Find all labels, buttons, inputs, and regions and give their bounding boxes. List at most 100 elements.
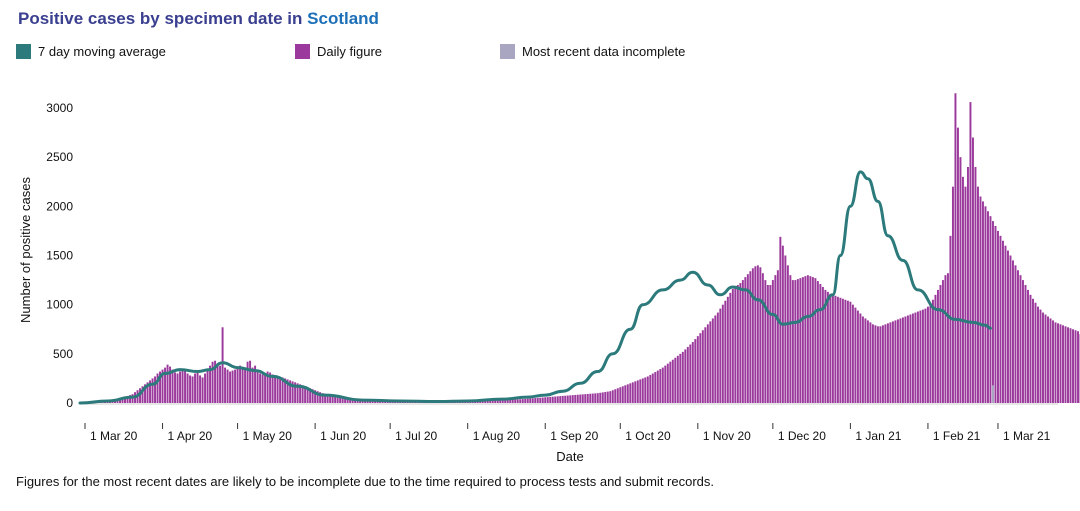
daily-bar <box>159 371 162 403</box>
daily-bar <box>261 374 264 403</box>
daily-bar <box>786 265 789 403</box>
daily-bar <box>546 397 549 403</box>
daily-bar <box>601 392 604 403</box>
daily-bar <box>1014 265 1017 403</box>
daily-bar <box>496 400 499 403</box>
daily-bar <box>814 278 817 403</box>
moving-average-line <box>78 170 992 405</box>
daily-bar <box>794 280 797 403</box>
daily-bar <box>339 396 342 403</box>
legend-item-daily-figure[interactable]: Daily figure <box>295 44 382 59</box>
daily-bar <box>221 327 224 403</box>
x-tick-label: 1 Sep 20 <box>550 429 598 443</box>
daily-bar <box>631 382 634 403</box>
daily-bar <box>651 373 654 403</box>
daily-bar <box>679 353 682 403</box>
daily-bar <box>639 379 642 403</box>
daily-bar <box>576 394 579 403</box>
daily-bar <box>821 286 824 403</box>
daily-bar <box>689 344 692 403</box>
daily-bar <box>491 400 494 403</box>
daily-bar <box>899 318 902 403</box>
daily-bar <box>776 270 779 403</box>
daily-bar <box>979 196 982 403</box>
daily-bar <box>694 339 697 403</box>
daily-bar <box>144 384 147 403</box>
legend-item-incomplete[interactable]: Most recent data incomplete <box>500 44 685 59</box>
daily-figure-swatch <box>295 44 310 59</box>
daily-bar <box>759 267 762 403</box>
daily-bar <box>629 383 632 403</box>
daily-bar <box>344 397 347 403</box>
daily-bar <box>874 325 877 403</box>
daily-bar <box>924 308 927 403</box>
daily-bar <box>241 367 244 403</box>
daily-bar <box>206 369 209 403</box>
daily-bar <box>561 395 564 403</box>
daily-bar <box>849 301 852 403</box>
daily-bar <box>774 275 777 403</box>
daily-bar <box>1064 326 1067 403</box>
daily-bar <box>769 285 772 403</box>
daily-bar <box>906 315 909 403</box>
x-tick-label: 1 Jul 20 <box>395 429 437 443</box>
daily-bar <box>169 366 172 403</box>
daily-bar <box>296 383 299 403</box>
legend-item-moving-average[interactable]: 7 day moving average <box>16 44 166 59</box>
daily-bar <box>239 365 242 403</box>
title-region-link[interactable]: Scotland <box>307 9 379 28</box>
daily-bar <box>566 395 569 403</box>
daily-bar <box>799 278 802 403</box>
daily-bar <box>316 391 319 403</box>
daily-bar <box>999 235 1002 403</box>
daily-bar <box>644 377 647 403</box>
daily-bar <box>636 380 639 403</box>
daily-bar <box>926 306 929 403</box>
daily-bar <box>1067 327 1069 403</box>
daily-bar <box>174 372 177 403</box>
daily-bar <box>1052 320 1054 403</box>
daily-bar <box>516 399 519 403</box>
daily-bar <box>211 361 214 403</box>
daily-bar <box>281 377 284 403</box>
daily-bar <box>226 369 229 403</box>
daily-bar <box>549 396 552 403</box>
daily-bar <box>659 369 662 403</box>
daily-bar <box>696 336 699 403</box>
daily-bar <box>231 370 234 403</box>
daily-bar <box>581 394 584 403</box>
daily-bar <box>1054 322 1057 403</box>
chart-legend: 7 day moving average Daily figure Most r… <box>0 44 1080 64</box>
y-axis-label: Number of positive cases <box>18 177 33 323</box>
daily-bar <box>944 275 947 403</box>
daily-bar <box>904 316 907 403</box>
daily-bar <box>809 276 812 403</box>
daily-bar <box>701 330 704 403</box>
daily-bar <box>956 127 959 403</box>
daily-bar <box>959 157 962 403</box>
daily-bar <box>251 367 254 403</box>
daily-bar <box>836 296 839 403</box>
daily-bar <box>514 399 517 403</box>
daily-bar <box>121 397 124 403</box>
daily-bar <box>574 394 577 403</box>
daily-bar <box>986 211 989 403</box>
daily-bar <box>686 346 689 403</box>
daily-bar <box>489 400 492 403</box>
daily-bar <box>194 373 197 403</box>
daily-bar <box>834 295 837 403</box>
legend-label-daily-figure: Daily figure <box>317 44 383 59</box>
daily-bar <box>866 320 869 403</box>
x-tick-label: 1 Jun 20 <box>320 429 366 443</box>
x-tick-label: 1 Aug 20 <box>473 429 521 443</box>
legend-label-incomplete: Most recent data incomplete <box>522 44 686 59</box>
daily-bar <box>271 374 274 403</box>
daily-bar <box>171 369 174 403</box>
daily-bar <box>966 167 969 403</box>
daily-bar <box>216 363 219 403</box>
daily-bar <box>784 255 787 403</box>
daily-bar <box>961 176 964 403</box>
daily-bar <box>846 300 849 403</box>
daily-bar <box>619 387 622 403</box>
daily-bar <box>641 378 644 403</box>
